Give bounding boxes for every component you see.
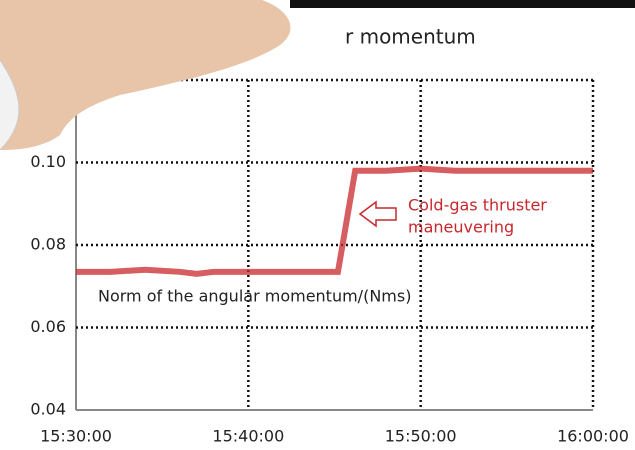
y-tick-label: 0.04 bbox=[30, 400, 66, 419]
y-tick-label: 0.08 bbox=[30, 235, 66, 254]
chart: r momentum 0.04 0.06 0.08 0.10 15:30:00 15:40… bbox=[0, 0, 635, 450]
x-tick-label: 15:40:00 bbox=[212, 427, 284, 446]
chart-title: r momentum bbox=[345, 25, 476, 49]
annotation: Cold-gas thruster bbox=[408, 196, 547, 215]
x-tick-label: 15:30:00 bbox=[40, 427, 112, 446]
y-tick-label: 0.10 bbox=[30, 152, 66, 171]
dark-band bbox=[290, 0, 635, 8]
x-tick-label: 16:00:00 bbox=[557, 427, 629, 446]
x-tick-label: 15:50:00 bbox=[385, 427, 457, 446]
y-tick-label: 0.06 bbox=[30, 317, 66, 336]
annotation: maneuvering bbox=[408, 218, 514, 237]
legend-label: Norm of the angular momentum/(Nms) bbox=[98, 287, 411, 306]
